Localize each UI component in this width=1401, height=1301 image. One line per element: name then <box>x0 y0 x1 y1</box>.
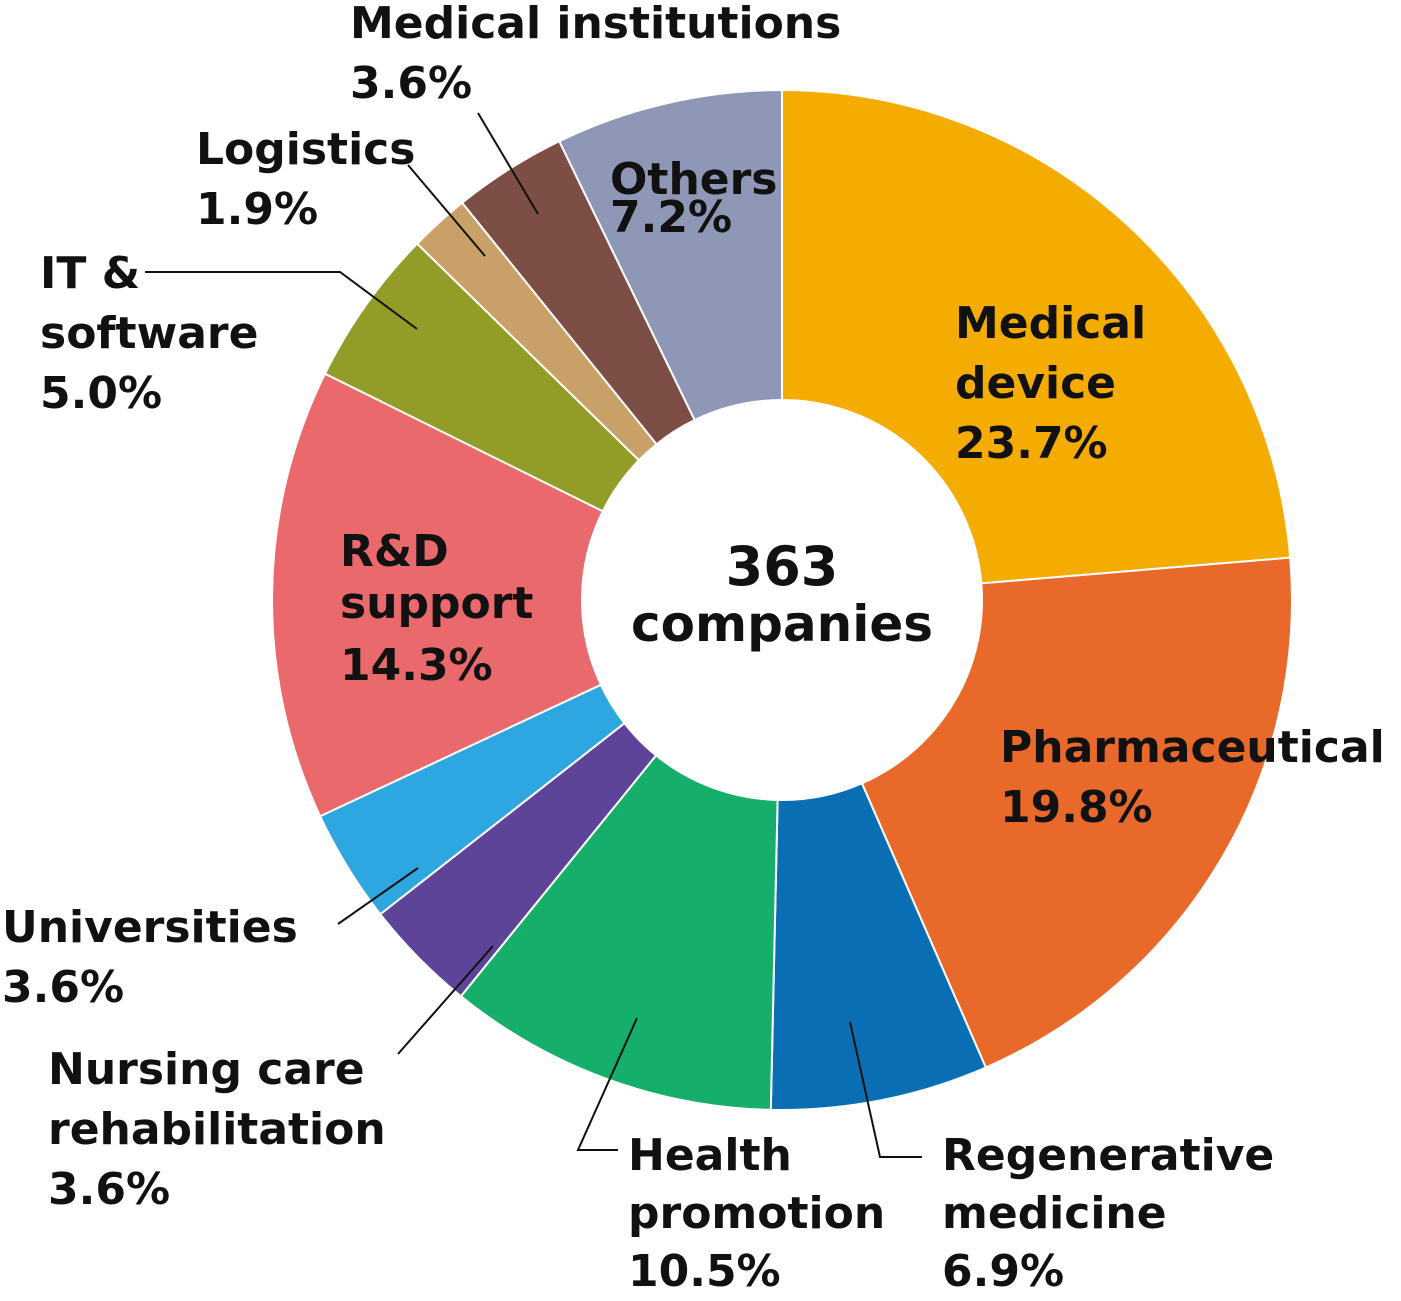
label-randd-support-percent: 14.3% <box>340 640 493 691</box>
slice-health-promotion <box>459 753 779 1111</box>
label-medical-institutions-percent: 3.6% <box>350 58 472 109</box>
leader-universities <box>337 867 419 925</box>
label-it-and-software-percent: 5.0% <box>40 368 162 419</box>
label-regenerative-medicine-line-2: medicine <box>942 1188 1167 1239</box>
center-hole <box>582 400 982 800</box>
leader-nursing-care-rehabilitation <box>397 945 494 1055</box>
label-medical-institutions-line-1: Medical institutions <box>350 0 841 49</box>
label-medical-device-line-1: Medical <box>955 298 1146 349</box>
leader-logistics <box>407 164 486 257</box>
label-randd-support-line-2: support <box>340 578 533 629</box>
leader-health-promotion <box>576 1017 638 1151</box>
label-health-promotion-line-1: Health <box>628 1130 792 1181</box>
label-nursing-care-rehabilitation-line-2: rehabilitation <box>48 1104 386 1155</box>
label-pharmaceutical-percent: 19.8% <box>1000 782 1153 833</box>
leader-medical-institutions <box>477 112 539 215</box>
label-regenerative-medicine-line-1: Regenerative <box>942 1130 1274 1181</box>
label-universities-percent: 3.6% <box>2 962 124 1013</box>
leader-lines-group <box>145 112 922 1158</box>
label-health-promotion-line-2: promotion <box>628 1188 885 1239</box>
slices-group <box>271 88 1293 1111</box>
center-count: 363 <box>726 535 839 598</box>
label-others-percent: 7.2% <box>610 192 732 243</box>
label-logistics-line-1: Logistics <box>196 124 415 175</box>
label-randd-support-line-1: R&D <box>340 526 449 577</box>
label-logistics-percent: 1.9% <box>196 184 318 235</box>
label-it-and-software-line-2: software <box>40 308 258 359</box>
label-health-promotion-percent: 10.5% <box>628 1246 781 1297</box>
label-medical-device-percent: 23.7% <box>955 418 1108 469</box>
label-universities-line-1: Universities <box>2 902 298 953</box>
leader-regenerative-medicine <box>849 1021 922 1158</box>
label-nursing-care-rehabilitation-line-1: Nursing care <box>48 1044 365 1095</box>
center-unit: companies <box>631 595 933 653</box>
label-pharmaceutical-line-1: Pharmaceutical <box>1000 722 1385 773</box>
label-nursing-care-rehabilitation-percent: 3.6% <box>48 1164 170 1215</box>
label-medical-device-line-2: device <box>955 358 1116 409</box>
label-others-line-1: Others <box>610 154 778 205</box>
label-regenerative-medicine-percent: 6.9% <box>942 1246 1064 1297</box>
label-it-and-software-line-1: IT & <box>40 248 140 299</box>
leader-it-software <box>145 271 418 330</box>
